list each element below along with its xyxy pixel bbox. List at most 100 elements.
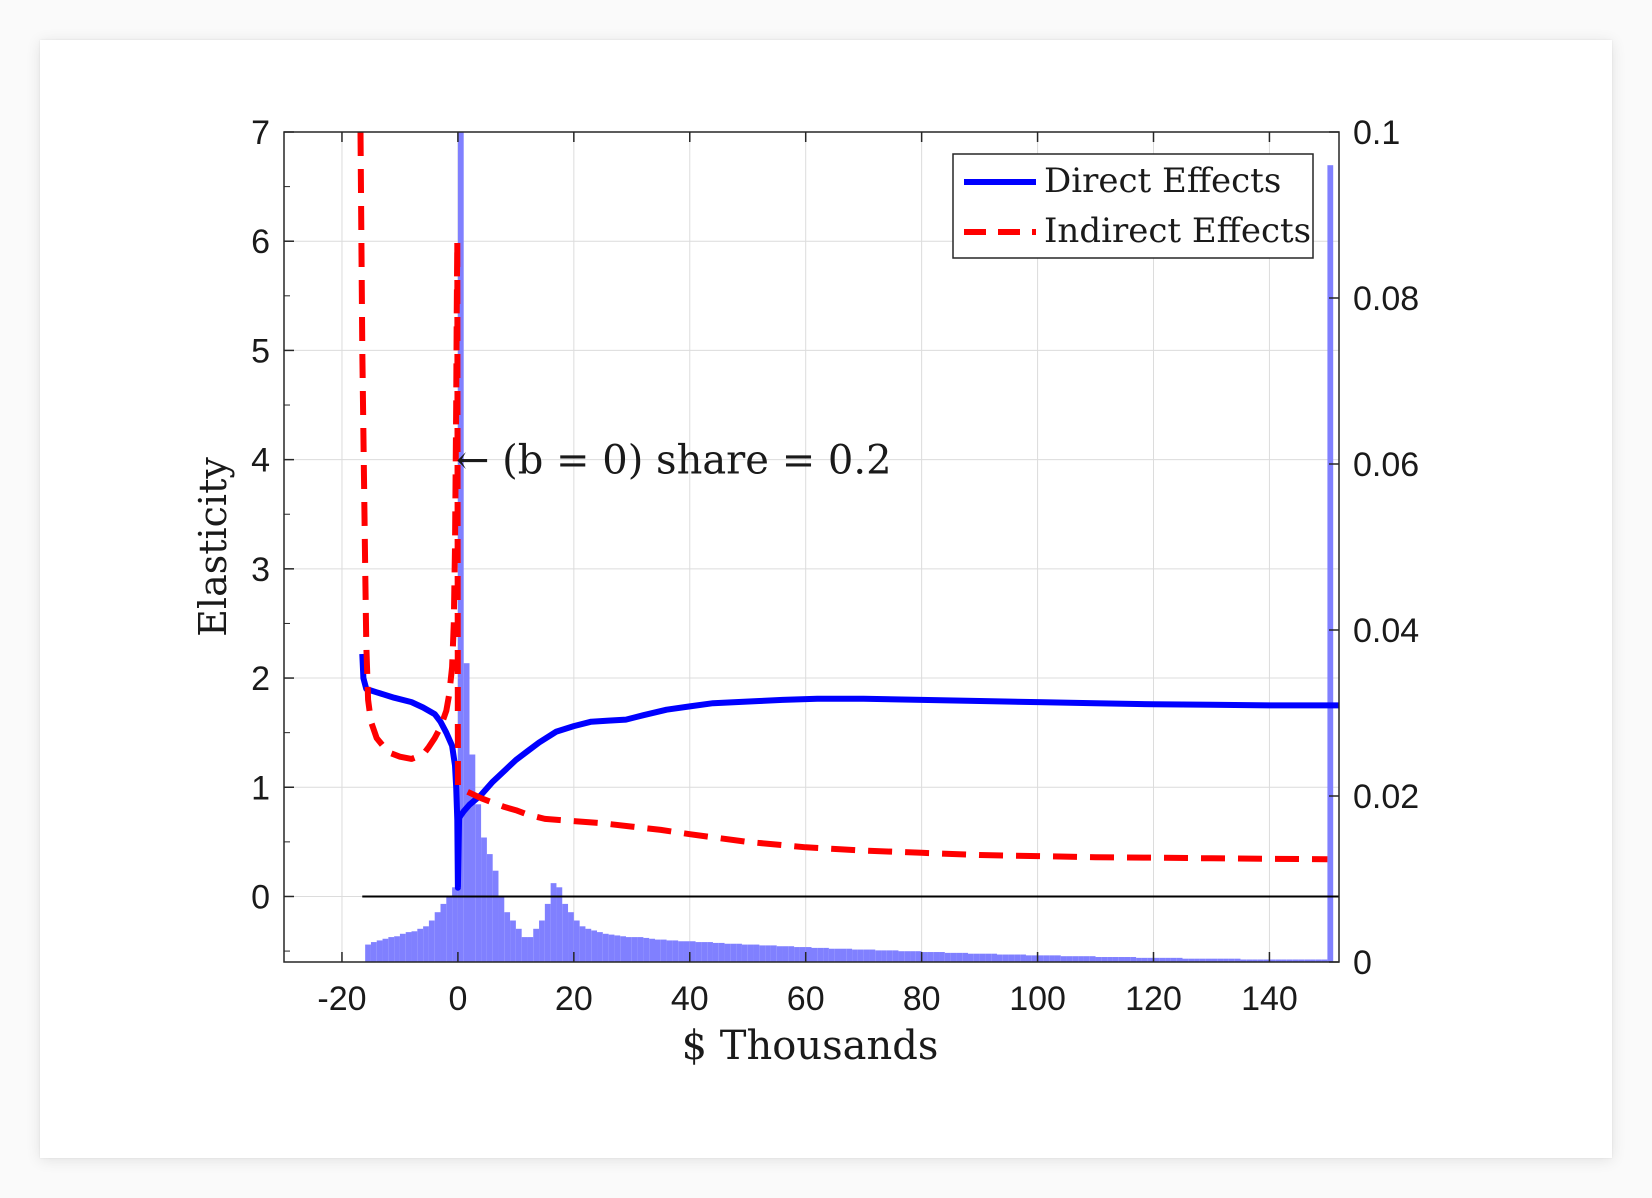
histogram-bar	[1031, 955, 1038, 962]
histogram-bar	[1246, 959, 1253, 962]
histogram-bar	[498, 895, 505, 962]
histogram-bar	[1054, 955, 1061, 962]
histogram-bar	[898, 951, 905, 962]
histogram-bar	[1008, 954, 1015, 962]
histogram-bar	[1159, 957, 1166, 962]
histogram-bar	[1095, 957, 1102, 962]
histogram-bar	[1240, 959, 1247, 962]
x-tick-label: 140	[1241, 980, 1298, 1018]
y-tick-label: 1	[251, 769, 270, 807]
histogram-bar	[782, 946, 789, 962]
histogram-bar	[504, 912, 511, 962]
histogram-bar	[672, 940, 679, 962]
histogram-bar	[1234, 958, 1241, 962]
histogram-bar	[1170, 957, 1177, 962]
histogram-bar	[724, 943, 731, 962]
histogram-bar	[886, 950, 893, 962]
histogram-bar	[399, 933, 406, 962]
histogram-bar	[1292, 959, 1299, 962]
histogram-bar	[1321, 959, 1328, 962]
histogram-bar	[1176, 957, 1183, 962]
histogram-bar	[591, 930, 598, 962]
histogram-bar	[991, 953, 997, 962]
legend-label-direct: Direct Effects	[1044, 161, 1281, 201]
histogram-bar	[643, 937, 650, 962]
chart: -20 0 20 40 60 80 100 120 140 0 1 2 3 4 5 6 7 0 0.02 0.04…	[191, 114, 1419, 1069]
histogram-bar	[683, 941, 690, 962]
histogram-bar	[944, 952, 951, 962]
histogram-bar	[463, 663, 470, 962]
histogram-bar	[1205, 958, 1212, 962]
histogram-bar	[405, 932, 412, 962]
histogram-bar	[1188, 958, 1195, 962]
y-tick-label: 7	[251, 114, 270, 152]
histogram-bar	[939, 952, 945, 962]
histogram-bar	[1089, 956, 1096, 962]
histogram-bar	[637, 937, 644, 962]
histogram-bar	[770, 945, 777, 962]
histogram-bar	[1049, 955, 1055, 962]
histogram-bar	[527, 937, 534, 962]
histogram-bar	[550, 883, 557, 962]
histogram-bar	[417, 928, 424, 962]
histogram-bar	[875, 950, 882, 962]
histogram-bar	[933, 952, 940, 962]
histogram-bar	[1118, 957, 1125, 962]
histogram-bar	[962, 952, 969, 962]
histogram-bar	[1223, 958, 1229, 962]
histogram-bar	[1310, 959, 1316, 962]
histogram-bar	[892, 950, 899, 962]
histogram-bar	[562, 903, 569, 962]
histogram-bar	[365, 944, 371, 962]
histogram-bar	[1217, 958, 1224, 962]
chart-card: -20 0 20 40 60 80 100 120 140 0 1 2 3 4 5 6 7 0 0.02 0.04…	[40, 40, 1612, 1158]
x-tick-label: 120	[1125, 980, 1182, 1018]
x-tick-labels: -20 0 20 40 60 80 100 120 140	[317, 980, 1297, 1018]
histogram-bar	[515, 928, 522, 962]
histogram-bar	[1327, 165, 1334, 962]
histogram-bar	[631, 937, 638, 962]
histogram-bar	[707, 942, 713, 962]
histogram-bar	[1275, 959, 1282, 962]
histogram-bar	[423, 926, 429, 962]
histogram-bar	[492, 870, 499, 962]
histogram-bar	[579, 926, 586, 962]
histogram-bar	[388, 937, 395, 962]
histogram-bar	[533, 928, 540, 962]
histogram-bar	[620, 936, 627, 962]
histogram-bar	[863, 949, 870, 962]
histogram-bar	[602, 933, 609, 962]
histogram-bar	[539, 920, 545, 962]
histogram-bar	[1252, 959, 1258, 962]
histogram-bar	[1112, 957, 1119, 962]
y-tick-label: 2	[251, 660, 270, 698]
x-tick-label: 60	[787, 980, 825, 1018]
histogram-bar	[788, 946, 795, 962]
histogram-bar	[1199, 958, 1206, 962]
histogram-bar	[1281, 959, 1287, 962]
histogram-bar	[1124, 957, 1131, 962]
histogram-bar	[649, 938, 655, 962]
x-tick-label: 80	[903, 980, 941, 1018]
histogram-bar	[1101, 957, 1108, 962]
histogram-bar	[689, 941, 696, 962]
histogram-bar	[1228, 958, 1235, 962]
histogram-bar	[718, 942, 725, 962]
histogram-bar	[834, 948, 841, 962]
histogram-bar	[475, 804, 482, 962]
histogram-bar	[765, 945, 771, 962]
histogram-bar	[1083, 956, 1090, 962]
histogram-bar	[521, 937, 528, 962]
histogram-bar	[481, 837, 487, 962]
histogram-bar	[904, 951, 911, 962]
histogram-bar	[376, 940, 383, 962]
y-tick-label: 6	[251, 223, 270, 261]
histogram-bar	[840, 948, 847, 962]
histogram-bar	[573, 920, 580, 962]
series-lines	[357, 132, 1339, 891]
histogram-bar	[695, 942, 702, 962]
histogram-bar	[846, 948, 853, 962]
indirect-effects-line	[357, 132, 1328, 863]
histogram-bar	[910, 951, 916, 962]
histogram-bar	[626, 937, 632, 962]
